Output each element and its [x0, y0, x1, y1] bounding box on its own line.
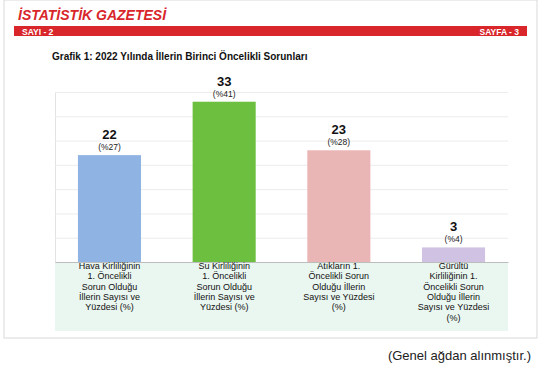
chart-title: Grafik 1: 2022 Yılında İllerin Birinci Ö…	[52, 50, 308, 62]
x-tick-label-line: Sayısı ve Yüzdesi	[303, 292, 374, 302]
x-tick-label-line: Atıkların 1.	[317, 261, 360, 271]
bar	[193, 102, 256, 262]
chart-svg: İSTATİSTİK GAZETESİ SAYI - 2 SAYFA - 3 Graf…	[0, 0, 541, 375]
chart-container: İSTATİSTİK GAZETESİ SAYI - 2 SAYFA - 3 Graf…	[0, 0, 541, 375]
x-tick-label-line: Sayısı ve Yüzdesi	[418, 302, 489, 312]
data-label: 33	[217, 74, 231, 89]
x-tick: Su Kirliliğinin1. ÖncelikliSorun Olduğuİ…	[194, 261, 255, 312]
x-tick-label-line: Yüzdesi (%)	[85, 302, 134, 312]
percent-label: (%27)	[98, 142, 121, 152]
x-tick-label-line: 1. Öncelikli	[87, 271, 131, 281]
x-tick-label-line: Yüzdesi (%)	[200, 302, 249, 312]
y-tick	[55, 92, 508, 93]
header-bar	[14, 26, 527, 36]
x-tick-label-line: 1. Öncelikli	[202, 271, 246, 281]
x-tick-label: Su Kirliliğinin1. ÖncelikliSorun Olduğuİ…	[194, 261, 255, 312]
x-tick-label: GürültüKirliliğinin 1.Öncelikli SorunOld…	[418, 261, 489, 323]
x-tick-label-line: Kirliliğinin 1.	[430, 271, 478, 281]
x-tick-label-line: İllerin Sayısı ve	[79, 292, 140, 302]
data-labels: 22(%27) 33(%41) 23(%28) 3(%4)	[98, 74, 463, 245]
newspaper-title: İSTATİSTİK GAZETESİ	[18, 7, 167, 23]
grid-line	[55, 141, 508, 142]
y-axis-line	[56, 93, 509, 263]
percent-label: (%41)	[213, 89, 236, 99]
x-tick: Hava Kirliliğinin1. ÖncelikliSorun Olduğ…	[79, 261, 141, 312]
y-grid	[55, 93, 508, 263]
x-tick-label-line: Olduğu İllerin	[312, 282, 365, 292]
x-tick-label-line: Gürültü	[439, 261, 469, 271]
bar	[78, 155, 141, 262]
x-tick: GürültüKirliliğinin 1.Öncelikli SorunOld…	[418, 261, 489, 323]
x-tick-label-line: Olduğu İllerin	[427, 292, 480, 302]
x-axis: Hava Kirliliğinin1. ÖncelikliSorun Olduğ…	[56, 261, 509, 323]
paper	[4, 0, 537, 338]
y-tick	[55, 141, 508, 142]
data-label: 3	[450, 219, 457, 234]
x-tick-label: Atıkların 1.Öncelikli SorunOlduğu İlleri…	[303, 261, 374, 312]
y-tick	[55, 116, 508, 117]
data-label: 23	[332, 122, 346, 137]
x-tick-label-line: Öncelikli Sorun	[309, 271, 370, 281]
category-band	[55, 263, 508, 331]
grid-line	[55, 116, 508, 117]
x-tick-label-line: (%)	[447, 313, 461, 323]
x-tick-label-line: Su Kirliliğinin	[198, 261, 250, 271]
issue-label: SAYI - 2	[22, 27, 54, 37]
bar	[422, 247, 485, 262]
x-tick-label-line: Hava Kirliliğinin	[79, 261, 141, 271]
grid-line	[55, 92, 508, 93]
x-tick: Atıkların 1.Öncelikli SorunOlduğu İlleri…	[303, 261, 374, 312]
source-note: (Genel ağdan alınmıştır.)	[388, 348, 531, 363]
percent-label: (%4)	[445, 234, 463, 244]
x-tick-label-line: İllerin Sayısı ve	[194, 292, 255, 302]
page-label: SAYFA - 3	[479, 27, 519, 37]
bars	[78, 102, 485, 262]
percent-label: (%28)	[327, 137, 350, 147]
data-label: 22	[102, 127, 116, 142]
x-tick-label-line: Sorun Olduğu	[82, 282, 138, 292]
x-tick-label-line: (%)	[332, 302, 346, 312]
x-tick-label-line: Sorun Olduğu	[196, 282, 252, 292]
x-tick-label-line: Öncelikli Sorun	[423, 282, 484, 292]
x-tick-label: Hava Kirliliğinin1. ÖncelikliSorun Olduğ…	[79, 261, 141, 312]
bar	[307, 150, 370, 262]
